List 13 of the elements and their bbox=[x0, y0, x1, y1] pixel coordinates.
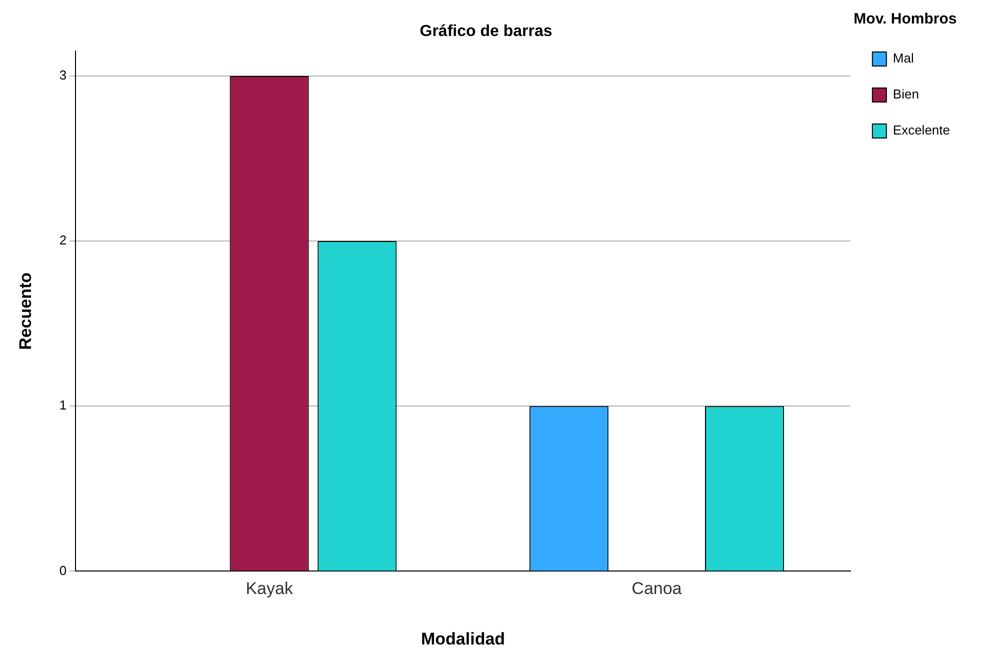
y-tick-label: 0 bbox=[59, 562, 67, 578]
legend-label: Mal bbox=[892, 50, 914, 66]
legend-label: Bien bbox=[892, 86, 919, 102]
y-axis-title: Recuento bbox=[16, 272, 35, 350]
y-tick-label: 1 bbox=[59, 398, 67, 413]
legend-label: Excelente bbox=[892, 122, 950, 138]
chart-title: Gráfico de barras bbox=[420, 23, 552, 40]
x-tick-label: Kayak bbox=[246, 579, 294, 598]
legend-title: Mov. Hombros bbox=[854, 10, 957, 28]
y-tick-label: 3 bbox=[59, 68, 67, 83]
y-tick-label: 2 bbox=[59, 232, 67, 248]
x-tick-label: Canoa bbox=[632, 579, 682, 598]
x-axis-title: Modalidad bbox=[420, 629, 506, 648]
